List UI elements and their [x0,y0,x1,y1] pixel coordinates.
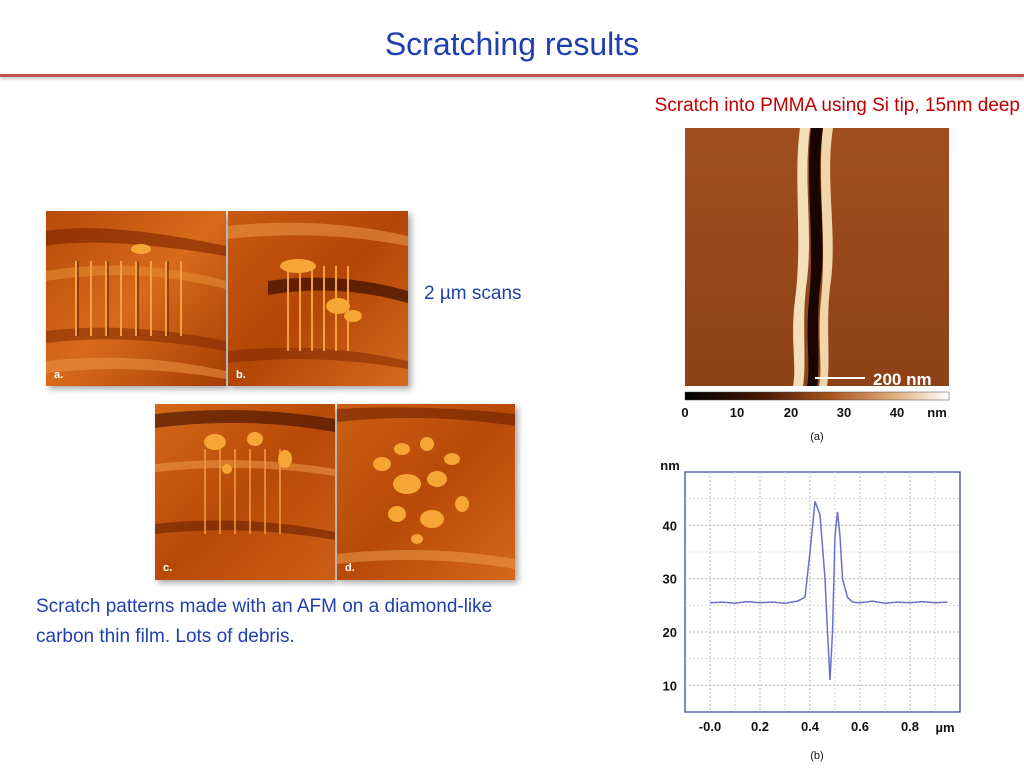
colorbar-tick: 10 [730,405,744,420]
colorbar-tick: 0 [681,405,688,420]
scratch-description: Scratch patterns made with an AFM on a d… [36,596,493,647]
x-axis-label: µm [935,720,954,735]
x-tick-label: 0.4 [801,719,820,734]
chart-grid [685,472,960,712]
series-line [709,501,948,681]
pmma-caption: Scratch into PMMA using Si tip, 15nm dee… [654,95,1020,116]
x-tick-label: -0.0 [699,719,721,734]
panel-label-d: d. [345,562,355,574]
plot-area [684,471,961,713]
figure-label-a: (a) [810,431,823,443]
colorbar-tick: 20 [784,405,798,420]
colorbar-unit: nm [927,405,947,420]
afm-panel-c: c. [155,404,335,580]
y-tick-label: 10 [663,678,677,693]
profile-chart: -0.0 0.2 0.4 0.6 0.8 10 20 30 40 nm µm (b) [660,458,961,762]
afm-image-c [155,404,335,580]
x-tick-label: 0.8 [901,719,919,734]
scan-size-label: 2 µm scans [424,283,522,304]
y-tick-label: 30 [663,572,677,587]
afm-image-b [228,211,408,386]
x-tick-label: 0.2 [751,719,769,734]
pmma-image [685,128,949,386]
panel-label-b: b. [236,369,246,381]
y-tick-label: 40 [663,518,677,533]
y-axis-label: nm [660,458,680,473]
figure-label-b: (b) [810,750,823,762]
colorbar-tick: 40 [890,405,904,420]
colorbar-tick: 30 [837,405,851,420]
afm-image-a [46,211,226,386]
chart-ticks: -0.0 0.2 0.4 0.6 0.8 10 20 30 40 [663,518,920,734]
panel-label-a: a. [54,369,64,381]
scale-bar-label: 200 nm [873,370,932,389]
slide-title: Scratching results [384,26,640,62]
x-tick-label: 0.6 [851,719,869,734]
afm-panel-d: d. [337,404,515,580]
panel-label-c: c. [163,562,173,574]
afm-panel-b: b. [228,211,408,386]
afm-panel-a: a. [46,211,226,386]
colorbar [684,391,950,401]
pmma-afm-figure: 200 nm 0 10 20 30 40 nm (a) [681,128,950,443]
afm-image-d [337,404,515,580]
y-tick-label: 20 [663,625,677,640]
title-divider [0,74,1024,77]
